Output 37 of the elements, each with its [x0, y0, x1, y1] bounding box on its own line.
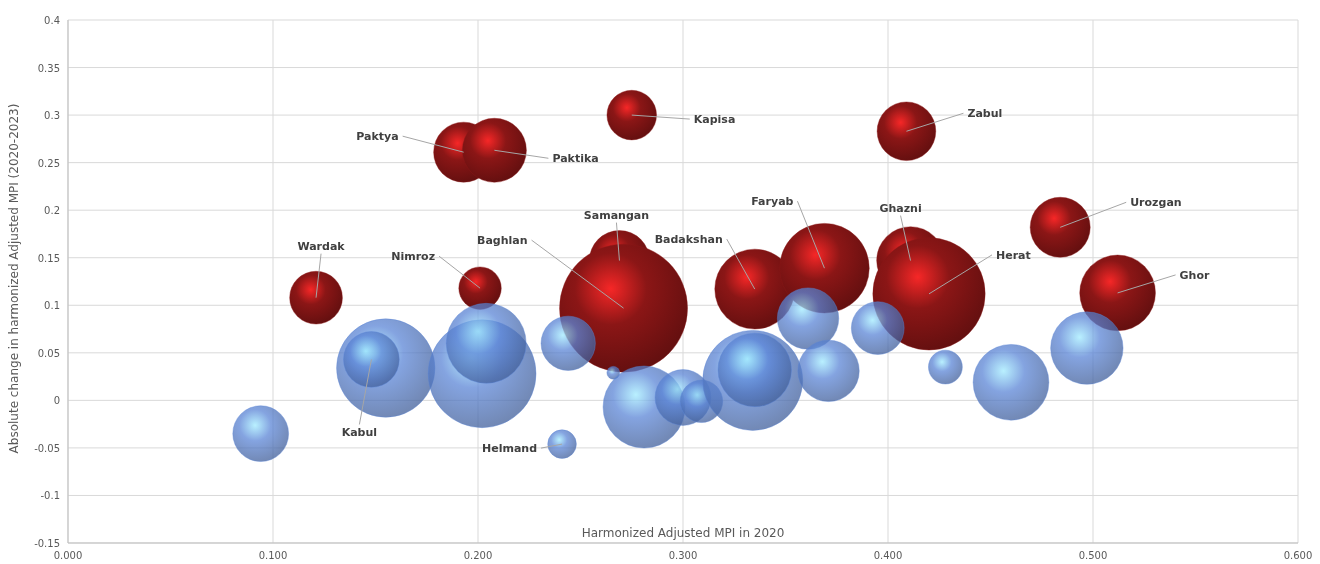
y-tick-label: 0.3 [44, 110, 60, 122]
annotation: Baghlan [477, 234, 528, 248]
x-tick-label: 0.600 [1283, 550, 1313, 561]
annotation: Badakshan [654, 233, 723, 247]
annotation: Helmand [482, 442, 538, 456]
x-tick-label: 0.500 [1078, 550, 1108, 561]
annotation: Ghazni [879, 201, 922, 215]
y-tick-label: 0.1 [44, 300, 60, 312]
annotation: Paktika [552, 152, 599, 166]
y-tick-label: -0.05 [34, 442, 60, 454]
y-tick-label: 0.05 [37, 347, 60, 359]
x-tick-label: 0.400 [873, 550, 903, 561]
annotation: Herat [996, 248, 1031, 262]
y-tick-label: 0.4 [44, 15, 60, 26]
annotation: Zabul [967, 107, 1003, 121]
y-tick-label: -0.15 [34, 538, 60, 549]
annotation: Nimroz [391, 250, 436, 264]
annotation: Kapisa [693, 113, 736, 127]
annotation: Faryab [751, 195, 794, 209]
annotation: Wardak [297, 239, 346, 253]
y-tick-label: 0.2 [44, 205, 60, 217]
annotation: Kabul [341, 426, 378, 440]
x-axis-title: Harmonized Adjusted MPI in 2020 [581, 526, 785, 540]
y-tick-label: -0.1 [40, 490, 60, 502]
x-tick-label: 0.100 [258, 550, 288, 561]
y-tick-label: 0.25 [37, 157, 60, 169]
y-axis-title: Absolute change in harmonized Adjusted MPI (2020-2023) [7, 103, 21, 454]
y-tick-label: 0.15 [37, 252, 60, 264]
annotation: Urozgan [1130, 196, 1182, 210]
annotation: Ghor [1179, 268, 1211, 282]
y-tick-label: 0.35 [37, 62, 60, 74]
y-tick-label: 0 [53, 395, 60, 407]
annotation: Paktya [356, 130, 399, 144]
x-tick-label: 0.200 [463, 550, 493, 561]
annotation: Samangan [583, 208, 650, 222]
x-tick-label: 0.300 [668, 550, 698, 561]
x-tick-label: 0.000 [53, 550, 83, 561]
